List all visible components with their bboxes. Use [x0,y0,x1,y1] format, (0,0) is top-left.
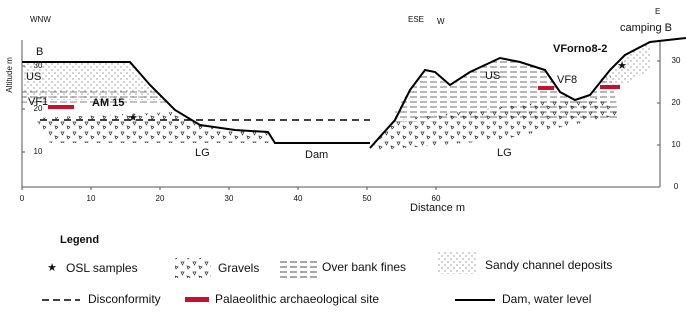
axis-title: Distance m [410,202,465,214]
star: ★ [617,60,627,72]
x-tick-label: 60 [432,194,441,203]
legend-title: Legend [60,234,99,246]
y2-tick-label: 30 [672,56,681,65]
legend-text: Sandy channel deposits [485,258,612,272]
legend-star: ★ [47,262,57,274]
label: LG [195,147,210,159]
y-tick-label: 20 [34,104,43,113]
label: VF8 [557,74,577,86]
y2-tick-label: 0 [674,182,679,191]
y-tick-label: 10 [34,147,43,156]
label: E [655,7,660,16]
x-tick-label: 50 [363,194,372,203]
legend-text: Palaeolithic archaeological site [215,292,379,306]
y2-tick-label: 10 [672,140,681,149]
legend-swatch [437,252,477,274]
y-tick-label: 30 [34,61,43,70]
x-tick-label: 10 [87,194,96,203]
legend-text: Dam, water level [502,292,591,306]
label: US [485,70,500,82]
label: VForno8-2 [553,43,607,55]
label: US [26,71,41,83]
label: LG [497,147,512,159]
y2-tick-label: 20 [672,98,681,107]
x-tick-label: 40 [294,194,303,203]
legend-swatch [280,258,318,278]
star: ★ [128,112,138,124]
diagram: ★ ★ WNW ESE W E B camping B US US VF1 AM… [0,0,686,319]
legend-text: Gravels [218,261,259,275]
label: B [36,46,43,58]
right-bank [372,42,650,150]
x-tick-label: 30 [225,194,234,203]
x-tick-label: 0 [20,194,25,203]
label: AM 15 [92,97,124,109]
label: ESE [408,15,424,24]
legend-swatch [185,297,209,302]
label: WNW [30,15,51,24]
x-tick-label: 20 [156,194,165,203]
legend-text: OSL samples [66,261,138,275]
axis-title: Altitude m [5,57,14,93]
label: W [437,17,445,26]
label: camping B [620,22,672,34]
legend-swatch [175,258,211,278]
label: Dam [305,149,328,161]
legend-text: Disconformity [88,292,161,306]
legend-text: Over bank fines [322,260,406,274]
